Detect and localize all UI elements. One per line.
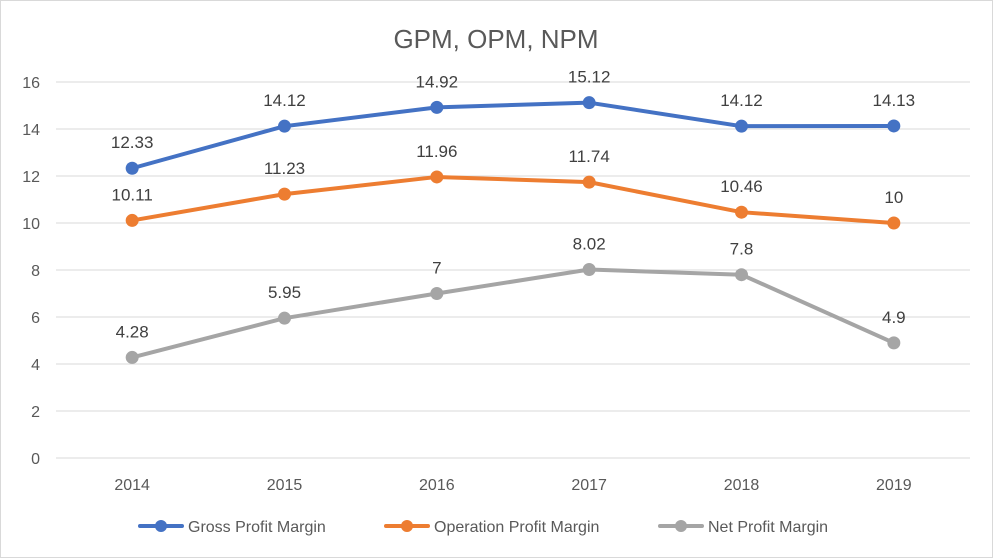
data-point [735,119,748,133]
x-tick-label: 2016 [419,477,455,494]
x-tick-label: 2019 [876,477,912,494]
data-point [582,263,596,277]
data-label: 7 [432,259,441,278]
legend-item: Gross Profit Margin [138,519,326,536]
data-label: 10.11 [112,185,153,204]
data-label: 14.13 [873,91,916,110]
gridlines [56,81,970,459]
data-point [735,205,748,219]
data-point [887,216,901,230]
series-3: 4.28 5.95 7 8.02 7.8 4.9 [116,235,906,364]
data-label: 11.96 [416,142,457,161]
data-point [430,100,444,114]
y-axis-ticks: 0 2 4 6 8 10 12 14 16 [22,75,40,468]
legend-label: Gross Profit Margin [188,519,326,536]
data-label: 15.12 [568,68,611,87]
data-point [125,213,139,227]
legend-marker-icon [155,520,167,532]
data-label: 10.46 [720,177,763,196]
legend-marker-icon [675,520,687,532]
x-tick-label: 2018 [724,477,760,494]
data-label: 4.28 [116,322,149,341]
series-group: 12.33 14.12 14.92 15.12 14.12 14.13 10.11 11.23… [111,68,915,364]
data-label: 14.12 [263,91,306,110]
data-point [125,161,139,175]
y-tick-label: 8 [31,263,40,280]
data-point [887,336,901,350]
data-point [278,119,291,133]
data-point [430,170,444,184]
data-label: 11.23 [264,159,305,178]
series-2: 10.11 11.23 11.96 11.74 10.46 10 [112,142,903,230]
y-tick-label: 4 [31,357,40,374]
y-tick-label: 6 [31,310,40,327]
x-tick-label: 2014 [114,477,150,494]
data-label: 14.92 [416,72,459,91]
y-tick-label: 14 [22,122,40,139]
data-label: 11.74 [569,147,610,166]
y-tick-label: 16 [22,75,40,92]
data-point [278,187,291,201]
y-tick-label: 10 [22,216,40,233]
data-label: 7.8 [730,240,754,259]
y-tick-label: 2 [31,404,40,421]
legend-marker-icon [401,520,413,532]
data-label: 8.02 [573,235,606,254]
y-tick-label: 0 [31,451,40,468]
data-label: 4.9 [882,308,906,327]
series-line [130,174,896,225]
data-point [582,175,596,189]
data-point [125,350,139,364]
chart-title: GPM, OPM, NPM [393,24,598,54]
data-point [735,268,748,282]
data-label: 5.95 [268,283,301,302]
data-label: 12.33 [111,133,154,152]
x-tick-label: 2015 [267,477,303,494]
legend-item: Operation Profit Margin [384,519,599,536]
x-axis-ticks: 2014 2015 2016 2017 2018 2019 [114,477,911,494]
series-1: 12.33 14.12 14.92 15.12 14.12 14.13 [111,68,915,175]
data-point [430,287,444,300]
legend: Gross Profit Margin Operation Profit Marg… [138,519,828,536]
series-line [130,100,896,171]
data-point [887,119,901,133]
data-point [582,96,596,110]
legend-label: Operation Profit Margin [434,519,599,536]
data-label: 14.12 [720,91,763,110]
series-line [130,267,896,360]
legend-item: Net Profit Margin [658,519,828,536]
x-tick-label: 2017 [571,477,607,494]
legend-label: Net Profit Margin [708,519,828,536]
data-point [278,311,291,325]
y-tick-label: 12 [22,169,40,186]
data-label: 10 [884,188,903,207]
